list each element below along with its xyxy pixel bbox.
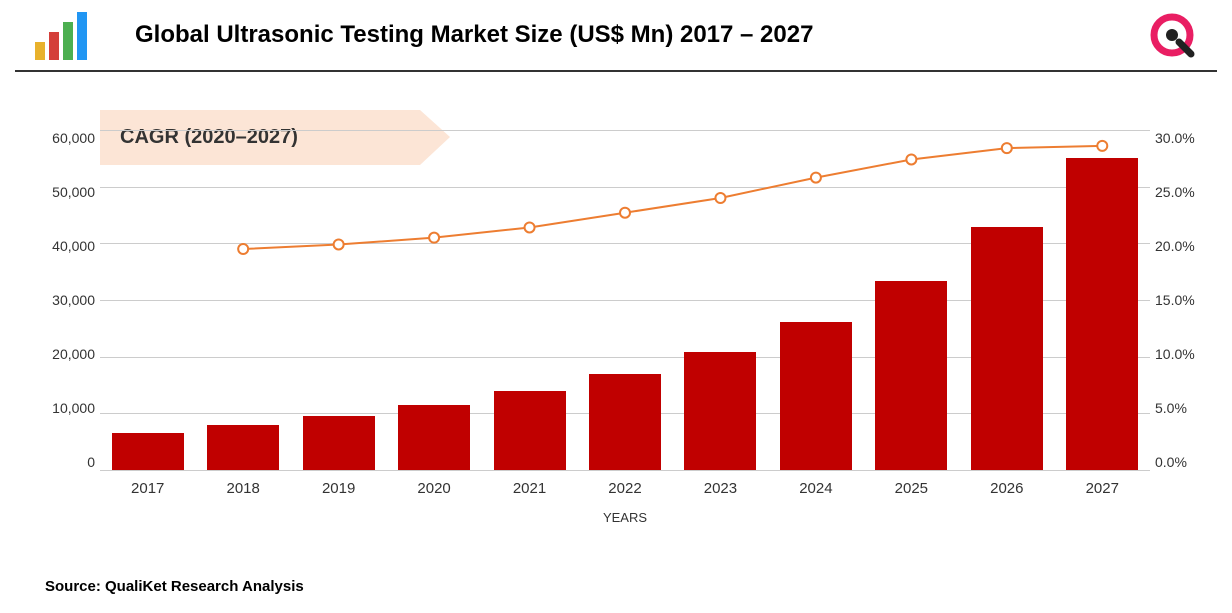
logo-bar: [63, 22, 73, 60]
x-tick: 2026: [971, 480, 1043, 497]
y-right-tick: 15.0%: [1155, 292, 1210, 308]
y-right-tick: 0.0%: [1155, 454, 1210, 470]
y-left-tick: 10,000: [40, 400, 95, 416]
y-left-tick: 30,000: [40, 292, 95, 308]
x-tick: 2019: [303, 480, 375, 497]
y-left-tick: 0: [40, 454, 95, 470]
bar-2027: [1066, 158, 1138, 470]
bar-2021: [494, 391, 566, 470]
bar-2017: [112, 433, 184, 470]
x-tick: 2018: [207, 480, 279, 497]
bar-2025: [875, 281, 947, 470]
y-right-tick: 10.0%: [1155, 346, 1210, 362]
y-right-tick: 5.0%: [1155, 400, 1210, 416]
gridline: [100, 470, 1150, 471]
y-axis-right: 30.0% 25.0% 20.0% 15.0% 10.0% 5.0% 0.0%: [1155, 130, 1210, 470]
x-tick: 2022: [589, 480, 661, 497]
source-text: Source: QualiKet Research Analysis: [45, 578, 304, 595]
logo-bar: [77, 12, 87, 60]
bar-2024: [780, 322, 852, 470]
bars-group: [100, 130, 1150, 470]
y-left-tick: 20,000: [40, 346, 95, 362]
page-title: Global Ultrasonic Testing Market Size (U…: [135, 21, 1147, 49]
bar-2020: [398, 405, 470, 470]
bar-2022: [589, 374, 661, 470]
header: Global Ultrasonic Testing Market Size (U…: [15, 0, 1217, 72]
bar-2018: [207, 425, 279, 470]
x-tick: 2020: [398, 480, 470, 497]
x-tick: 2024: [780, 480, 852, 497]
x-tick: 2017: [112, 480, 184, 497]
bar-2019: [303, 416, 375, 470]
y-right-tick: 20.0%: [1155, 238, 1210, 254]
x-axis-title: YEARS: [100, 510, 1150, 525]
logo-left-icon: [35, 10, 95, 60]
bar-2026: [971, 227, 1043, 470]
logo-bar: [49, 32, 59, 60]
x-tick: 2021: [494, 480, 566, 497]
bar-2023: [684, 352, 756, 470]
logo-bar: [35, 42, 45, 60]
y-right-tick: 25.0%: [1155, 184, 1210, 200]
y-right-tick: 30.0%: [1155, 130, 1210, 146]
logo-right-icon: [1147, 10, 1197, 60]
y-left-tick: 60,000: [40, 130, 95, 146]
chart-container: CAGR (2020–2027) 60,00050,00040,00030,00…: [100, 110, 1150, 510]
x-tick: 2025: [875, 480, 947, 497]
x-tick: 2027: [1066, 480, 1138, 497]
y-left-tick: 40,000: [40, 238, 95, 254]
x-tick: 2023: [684, 480, 756, 497]
y-axis-left: 60,000 50,000 40,000 30,000 20,000 10,000 0: [40, 130, 95, 470]
y-left-tick: 50,000: [40, 184, 95, 200]
x-axis-labels: 2017 2018 2019 2020 2021 2022 2023 2024 2025 2026…: [100, 480, 1150, 497]
